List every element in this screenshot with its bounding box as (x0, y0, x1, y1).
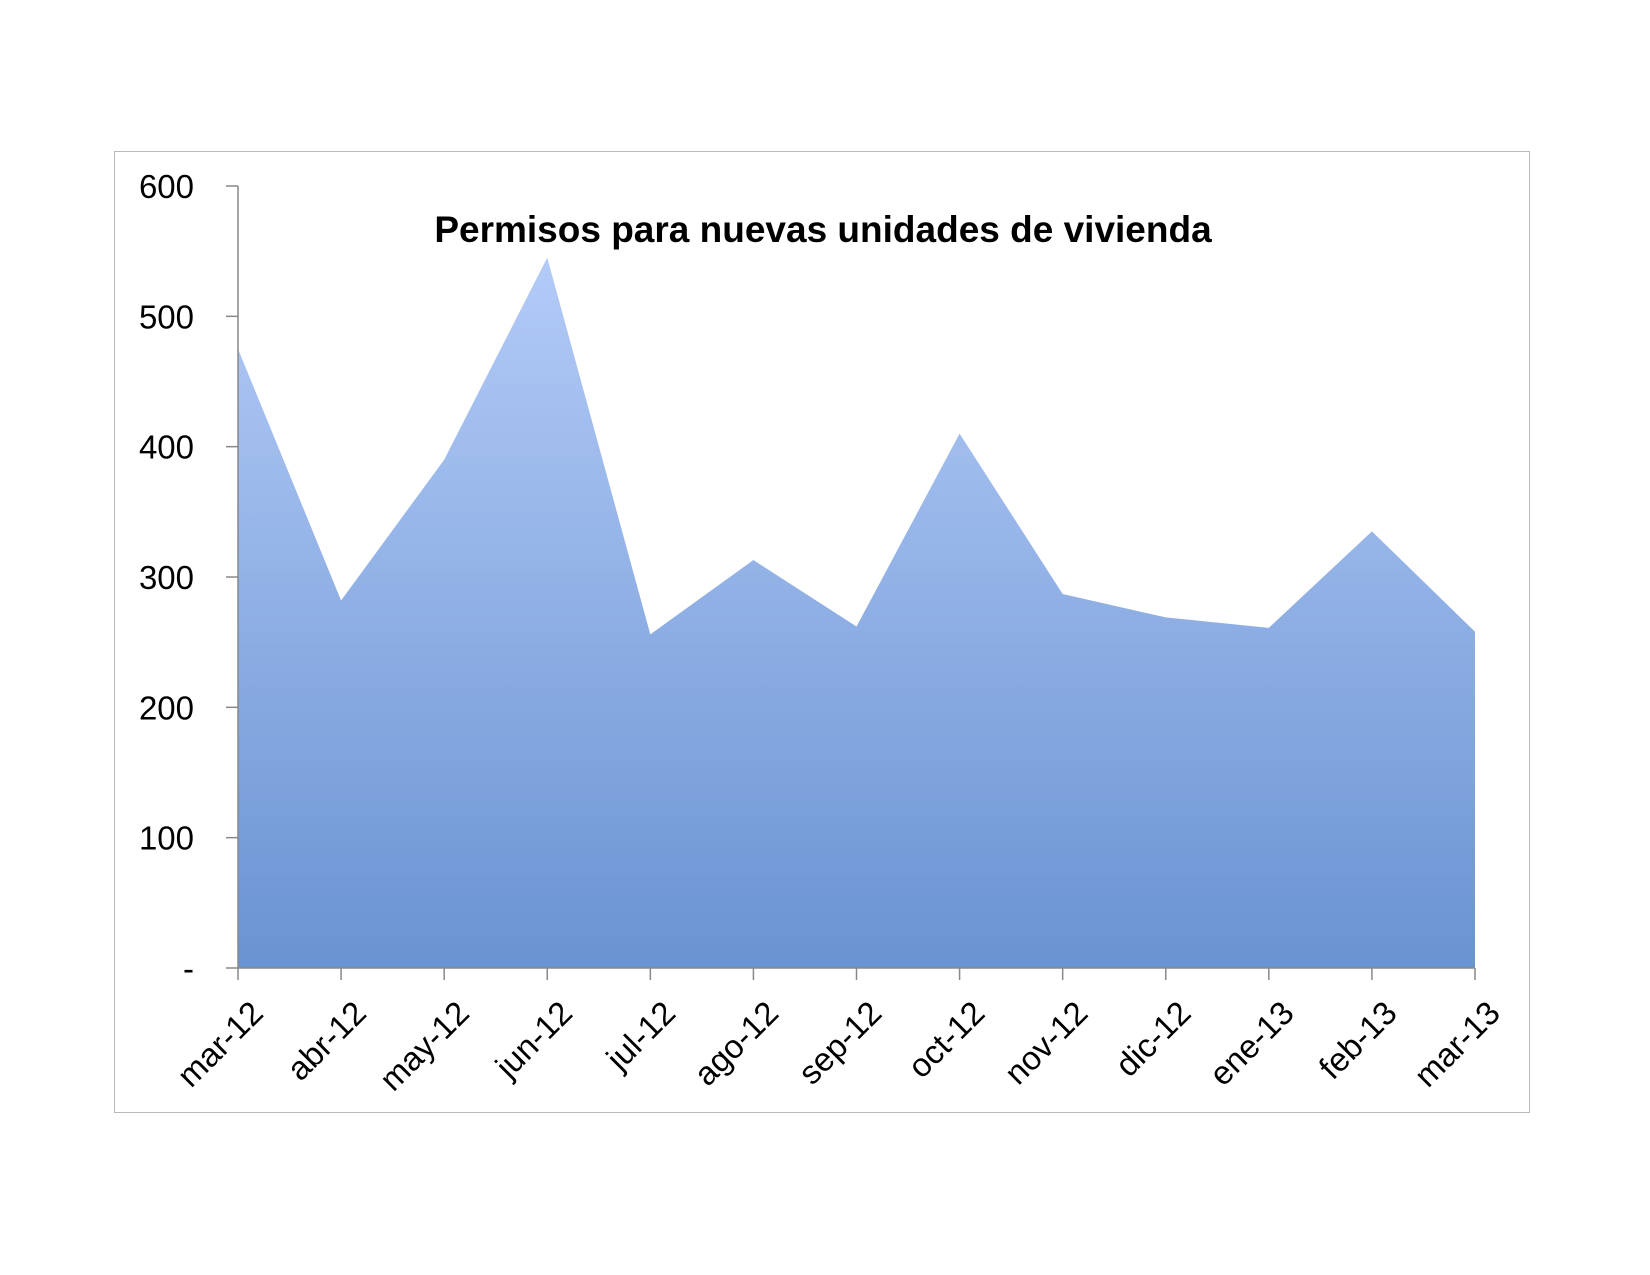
y-tick-label: 200 (139, 689, 194, 726)
y-tick-label: 300 (139, 559, 194, 596)
chart-title: Permisos para nuevas unidades de viviend… (434, 209, 1212, 250)
x-tick-label: jul-12 (598, 994, 682, 1078)
x-tick-label: may-12 (372, 994, 476, 1098)
x-tick-label: ene-13 (1202, 994, 1301, 1093)
area-series (238, 257, 1475, 968)
axes (226, 185, 1476, 980)
y-axis-tick-labels: - 100 200 300 400 500 600 (139, 168, 194, 987)
x-tick-label: dic-12 (1108, 994, 1198, 1084)
x-tick-label: mar-13 (1407, 994, 1507, 1094)
x-axis-tick-labels: mar-12 abr-12 may-12 jun-12 jul-12 ago-12 sep-… (170, 994, 1507, 1098)
x-tick-label: oct-12 (900, 994, 991, 1085)
y-tick-label: 400 (139, 429, 194, 466)
area-series-layer (238, 257, 1475, 968)
x-tick-label: sep-12 (791, 994, 889, 1092)
x-tick-label: nov-12 (997, 994, 1095, 1092)
x-tick-label: mar-12 (170, 994, 270, 1094)
y-tick-label: - (183, 950, 194, 987)
y-tick-label: 100 (139, 820, 194, 857)
y-tick-label: 600 (139, 168, 194, 205)
x-tick-label: abr-12 (279, 994, 373, 1088)
x-tick-label: feb-13 (1312, 994, 1404, 1086)
x-tick-label: jun-12 (487, 994, 579, 1086)
y-tick-label: 500 (139, 298, 194, 335)
x-tick-label: ago-12 (687, 994, 786, 1093)
